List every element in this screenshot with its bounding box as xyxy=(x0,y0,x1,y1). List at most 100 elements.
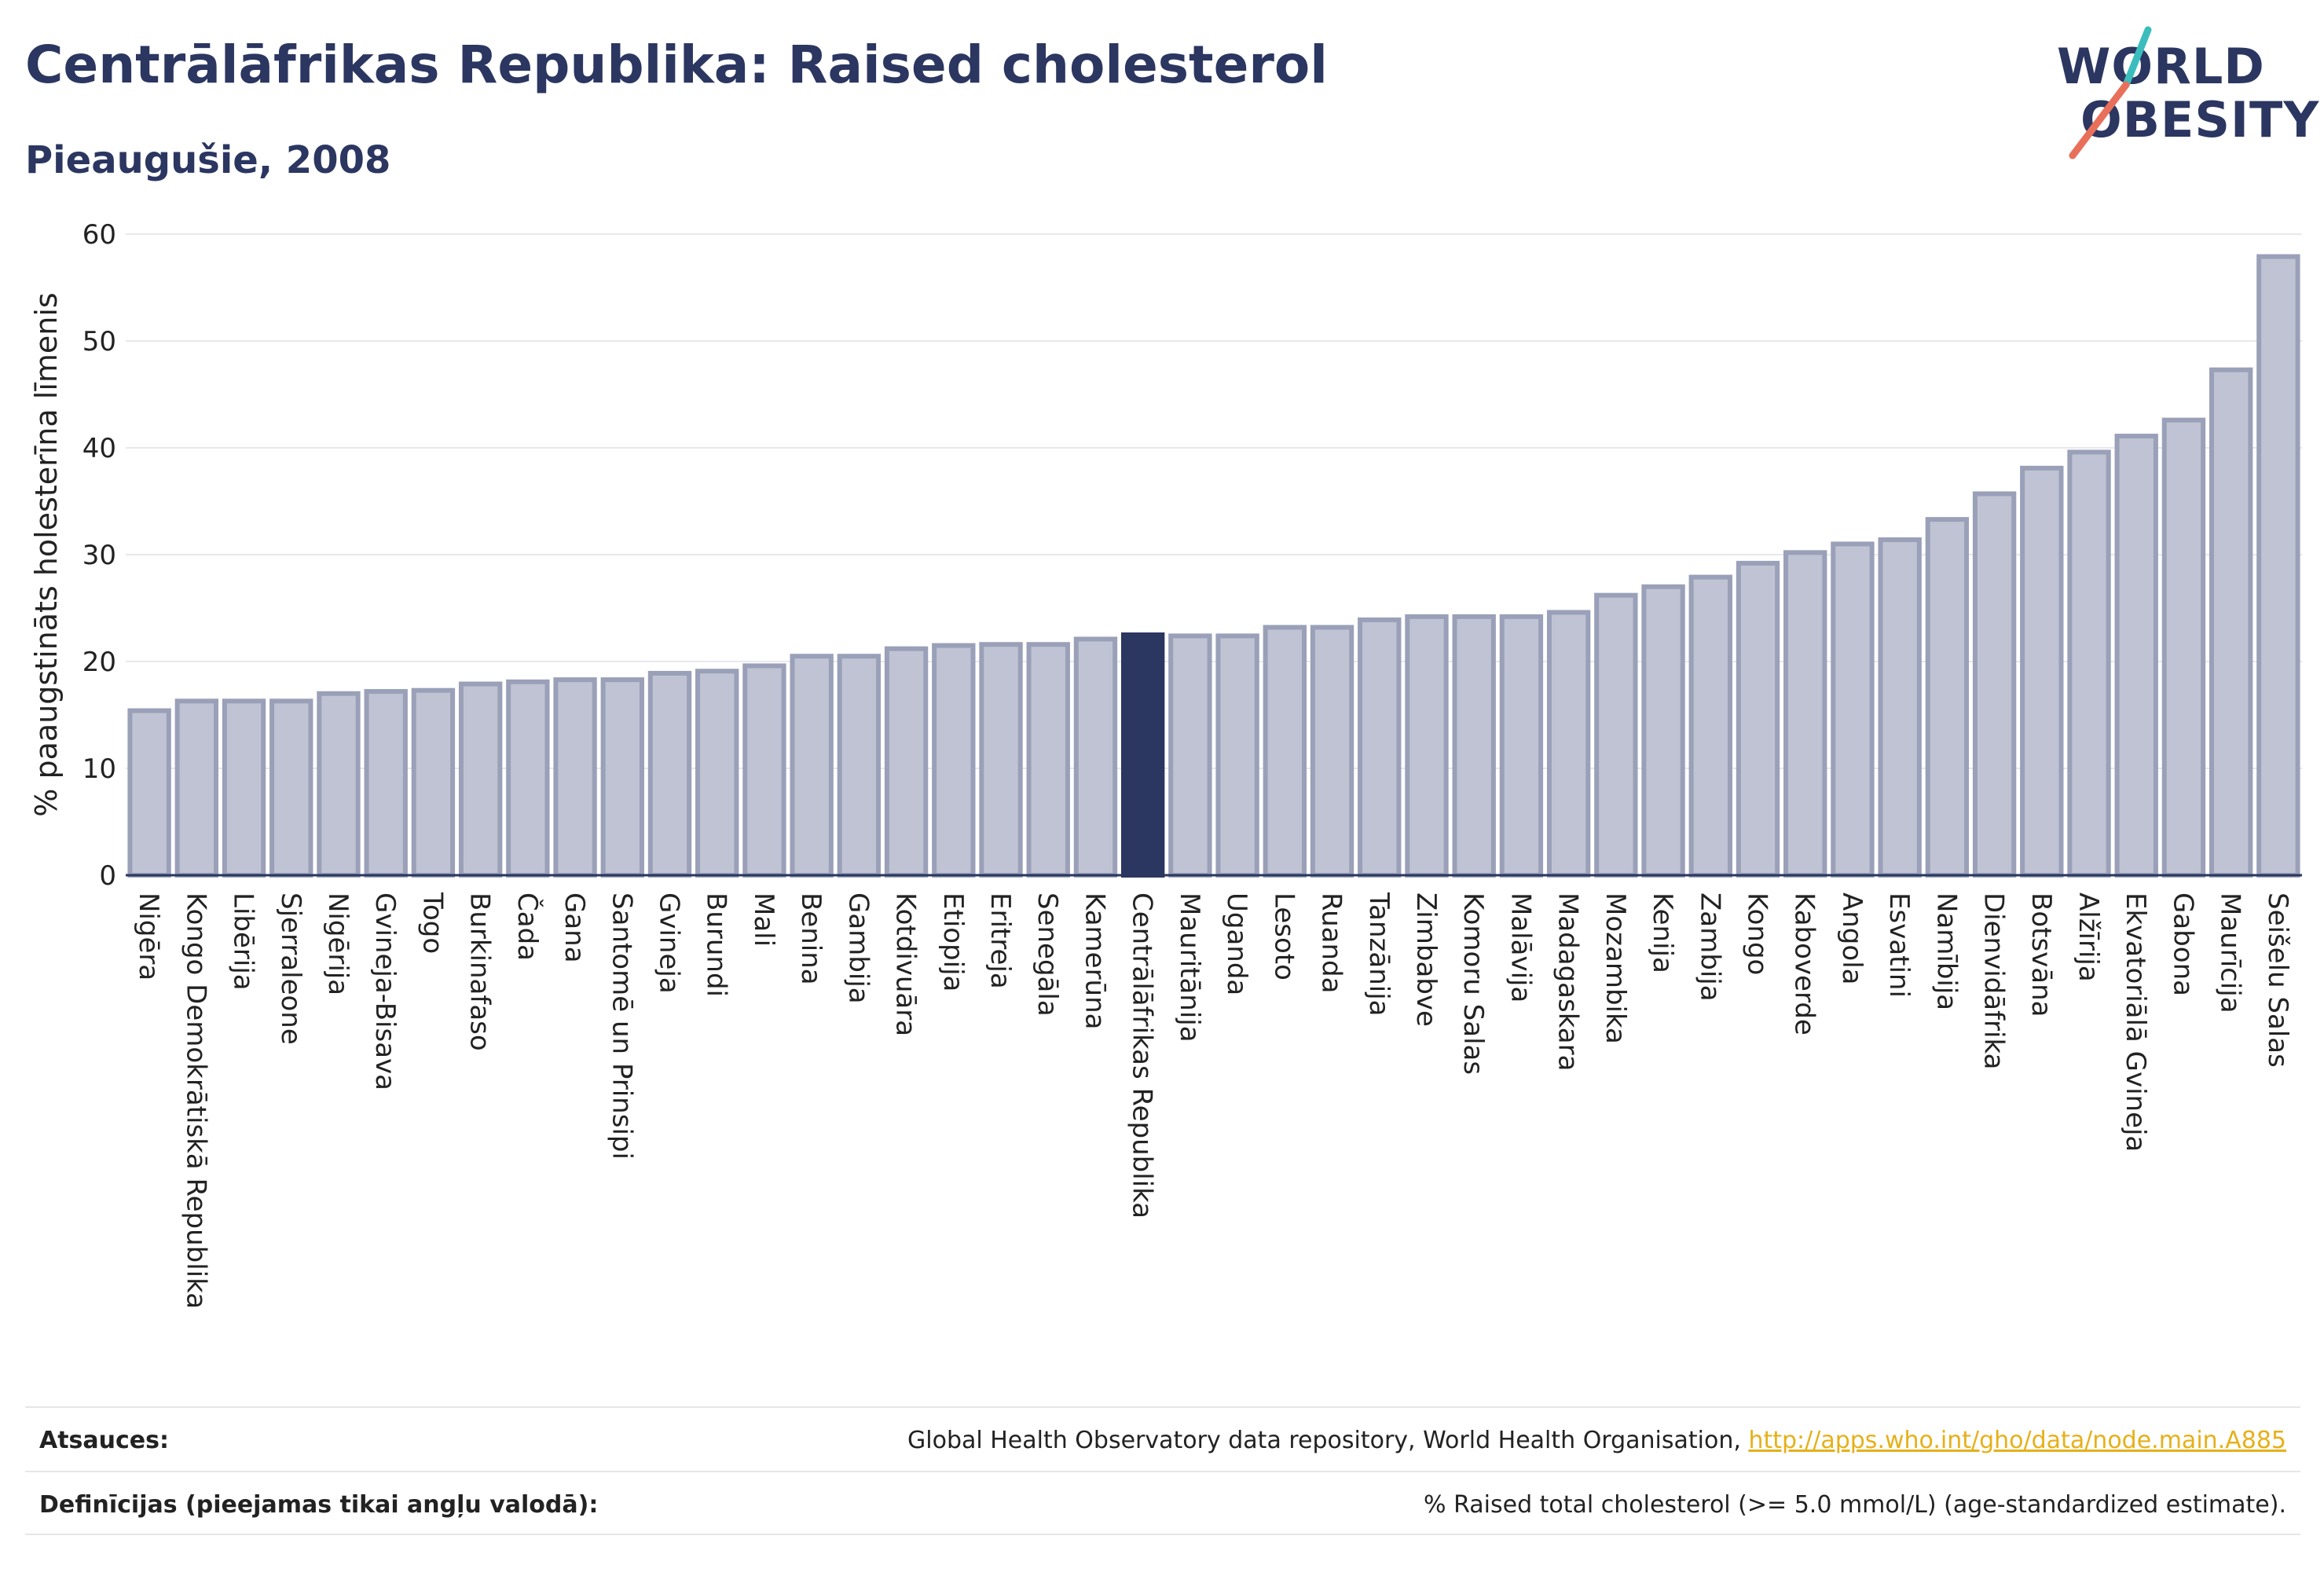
bar xyxy=(1168,633,1212,878)
x-tick-label: Namībija xyxy=(1930,892,1962,1010)
sources-row: Atsauces: Global Health Observatory data… xyxy=(25,1406,2300,1471)
x-tick-label: Gvineja xyxy=(654,892,685,994)
y-tick-label: 30 xyxy=(82,540,116,571)
sources-link[interactable]: http://apps.who.int/gho/data/node.main.A… xyxy=(1748,1427,2286,1454)
bar xyxy=(174,698,219,878)
y-tick-label: 0 xyxy=(99,860,116,892)
x-tick-label: Seišelu Salas xyxy=(2262,892,2293,1068)
x-tick-label: Gana xyxy=(559,892,590,963)
bar xyxy=(1120,632,1165,878)
x-tick-label: Libērija xyxy=(228,892,259,991)
bar xyxy=(269,698,313,878)
x-tick-label: Zimbabve xyxy=(1410,892,1442,1027)
bar xyxy=(1831,541,1875,878)
x-tick-label: Madagaskara xyxy=(1552,892,1584,1071)
y-tick-label: 40 xyxy=(82,433,116,464)
x-tick-label: Dienvidāfrika xyxy=(1978,892,2010,1069)
x-tick-label: Komoru Salas xyxy=(1457,892,1489,1075)
x-tick-label: Angola xyxy=(1836,892,1868,984)
bar xyxy=(1546,610,1591,878)
x-tick-label: Esvatini xyxy=(1883,892,1915,998)
bar xyxy=(2256,254,2300,878)
bar xyxy=(222,698,266,878)
bar-chart: 0 10 20 30 40 50 60 % paaugstināts holesterīna … xyxy=(29,219,2302,1309)
x-tick-label: Botsvāna xyxy=(2025,892,2057,1017)
y-axis-label: % paaugstināts holesterīna līmenis xyxy=(29,292,64,816)
bar xyxy=(695,669,739,878)
bar xyxy=(506,679,550,878)
x-tick-label: Kongo Demokrātiskā Republika xyxy=(180,892,211,1309)
x-tick-label: Gvineja-Bisava xyxy=(369,892,401,1090)
x-tick-label: Lesoto xyxy=(1268,892,1299,980)
bar xyxy=(1783,550,1827,878)
bar xyxy=(1688,574,1732,878)
bar xyxy=(127,708,171,878)
bar xyxy=(742,663,786,878)
x-tick-label: Maurīcija xyxy=(2215,892,2246,1013)
chart-title: Centrālāfrikas Republika: Raised cholest… xyxy=(25,35,1328,95)
bar xyxy=(837,654,882,878)
bar xyxy=(2209,367,2253,878)
chart-subtitle: Pieaugušie, 2008 xyxy=(25,138,391,182)
bar xyxy=(553,677,597,878)
x-tick-label: Togo xyxy=(416,892,448,954)
x-tick-label: Kamerūna xyxy=(1079,892,1110,1029)
bar xyxy=(1736,560,1780,878)
x-tick-label: Benina xyxy=(795,892,827,985)
sources-label: Atsauces: xyxy=(39,1427,169,1454)
x-tick-label: Gabona xyxy=(2167,892,2198,996)
x-tick-label: Etiopija xyxy=(937,892,969,991)
logo-word-world: WORLD xyxy=(2057,38,2265,95)
bar xyxy=(1641,584,1685,878)
x-tick-label: Kenija xyxy=(1647,892,1678,973)
logo-slash-icon xyxy=(2069,26,2152,159)
bar xyxy=(2161,417,2206,878)
bar xyxy=(932,643,976,878)
bar xyxy=(647,670,692,878)
x-tick-label: Mali xyxy=(748,892,779,947)
definitions-value: % Raised total cholesterol (>= 5.0 mmol/… xyxy=(1424,1491,2286,1519)
x-tick-label: Kongo xyxy=(1742,892,1773,975)
x-tick-label: Zambija xyxy=(1694,892,1725,1002)
x-tick-label: Tanzānija xyxy=(1363,892,1395,1016)
bar xyxy=(1073,636,1118,878)
x-tick-label: Alžīrija xyxy=(2073,892,2104,982)
sources-text: Global Health Observatory data repositor… xyxy=(907,1427,1749,1454)
bar xyxy=(1310,625,1354,878)
x-tick-label: Mozambika xyxy=(1600,892,1631,1044)
bar xyxy=(884,646,929,878)
bar xyxy=(364,689,408,878)
bar xyxy=(1215,633,1259,878)
bar xyxy=(1925,517,1970,878)
bar xyxy=(790,654,834,878)
x-tick-label: Centrālāfrikas Republika xyxy=(1127,892,1158,1219)
x-tick-label: Čada xyxy=(511,892,544,961)
y-tick-label: 50 xyxy=(82,326,116,357)
x-tick-label: Malāvija xyxy=(1505,892,1536,1002)
x-tick-label: Kotdivuāra xyxy=(890,892,922,1036)
bar xyxy=(2114,434,2158,878)
x-tick-label: Kaboverde xyxy=(1789,892,1820,1035)
x-tick-label: Nigēra xyxy=(133,892,164,980)
bar xyxy=(411,687,456,878)
x-tick-label: Mauritānija xyxy=(1174,892,1205,1043)
x-tick-label: Sjerraleone xyxy=(275,892,306,1045)
footer-divider xyxy=(25,1534,2300,1535)
x-tick-label: Burkinafaso xyxy=(464,892,496,1051)
world-obesity-logo: WORLD OBESITY xyxy=(2051,24,2319,165)
bar xyxy=(458,681,503,878)
bar xyxy=(1499,614,1544,878)
x-tick-label: Eritreja xyxy=(984,892,1016,989)
bar xyxy=(1972,491,2017,878)
bar xyxy=(1026,642,1070,878)
bar xyxy=(1358,617,1402,878)
y-tick-label: 60 xyxy=(82,219,116,251)
bar xyxy=(1263,625,1307,878)
bar xyxy=(1405,614,1449,878)
definitions-row: Definīcijas (pieejamas tikai angļu valod… xyxy=(25,1471,2300,1535)
x-tick-label: Burundi xyxy=(701,892,732,997)
sources-value: Global Health Observatory data repositor… xyxy=(907,1427,2286,1454)
y-tick-label: 10 xyxy=(82,753,116,785)
bar xyxy=(2067,449,2111,878)
x-tick-label: Santomē un Prinsipi xyxy=(606,892,637,1160)
